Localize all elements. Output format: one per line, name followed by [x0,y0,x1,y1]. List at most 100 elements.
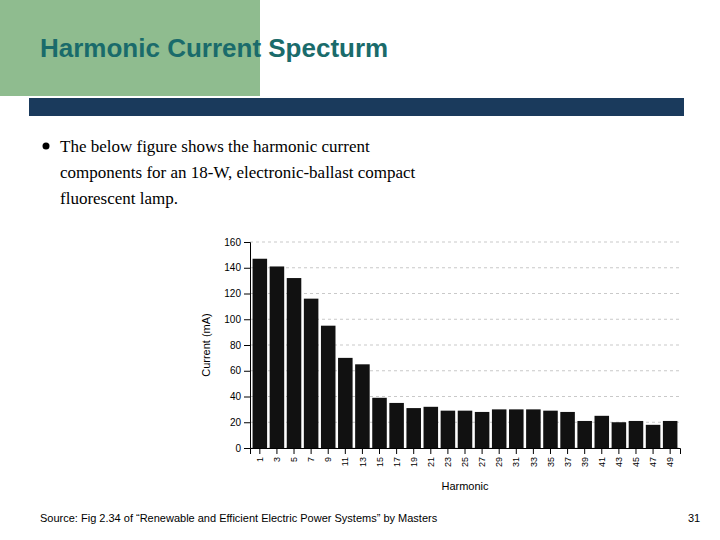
y-tick-label: 120 [224,288,241,299]
bar [355,364,370,448]
x-tick-label: 47 [648,457,658,467]
x-tick: 13 [358,448,368,467]
y-tick-label: 40 [230,391,242,402]
y-tick: 0 [235,443,250,454]
x-tick: 19 [409,448,419,467]
x-tick-label: 41 [597,457,607,467]
x-tick-mark [499,448,500,454]
bar [253,259,268,448]
x-tick-label: 35 [546,457,556,467]
x-tick: 45 [631,448,641,467]
x-tick: 27 [477,448,487,467]
y-axis-line [244,243,251,449]
bar [509,409,524,448]
y-tick-mark [244,242,250,243]
y-tick-label: 80 [230,340,242,351]
y-axis: 0 20 40 60 80 100 120 140 160 [224,237,250,454]
bar [629,421,644,448]
x-tick-mark [345,448,346,454]
x-tick-label: 43 [614,457,624,467]
y-tick: 80 [230,340,250,351]
x-tick-label: 25 [460,457,470,467]
bar [441,411,456,448]
x-tick: 7 [306,448,316,462]
x-tick-label: 45 [631,457,641,467]
x-tick: 21 [426,448,436,467]
x-tick: 31 [511,448,521,467]
bar [287,278,302,448]
x-tick: 37 [563,448,573,467]
x-tick-mark [294,448,295,454]
y-tick-mark [244,268,250,269]
x-tick-label: 31 [511,457,521,467]
title: Harmonic Current Specturm [40,33,388,63]
x-tick-mark [516,448,517,454]
y-tick-label: 60 [230,365,242,376]
y-tick-mark [244,397,250,398]
y-tick: 60 [230,365,250,376]
page-number: 31 [688,512,700,524]
x-tick: 49 [665,448,675,467]
y-tick-mark [244,319,250,320]
x-tick-mark [601,448,602,454]
y-tick: 120 [224,288,250,299]
x-tick-label: 3 [272,457,282,462]
y-tick: 20 [230,417,250,428]
bullet-text: fluorescent lamp. [60,189,178,208]
x-tick-mark [482,448,483,454]
y-tick: 160 [224,237,250,248]
x-tick: 33 [529,448,539,467]
x-tick: 43 [614,448,624,467]
x-tick-mark [276,448,277,454]
bullet-dot [43,143,50,150]
bar [372,398,387,448]
x-tick: 41 [597,448,607,467]
y-tick: 140 [224,262,250,273]
y-tick-label: 0 [235,443,241,454]
x-tick-mark [362,448,363,454]
x-tick-label: 5 [289,457,299,462]
y-tick-mark [244,448,250,449]
x-tick-mark [447,448,448,454]
bar [595,416,610,448]
x-tick-mark [413,448,414,454]
x-tick: 39 [580,448,590,467]
x-tick-label: 27 [477,457,487,467]
x-tick-mark [618,448,619,454]
x-tick: 47 [648,448,658,467]
x-tick-label: 13 [358,457,368,467]
bar [321,326,336,448]
x-tick-mark [328,448,329,454]
x-tick: 15 [375,448,385,467]
bar [338,358,353,448]
x-tick-mark [567,448,568,454]
bar [389,403,404,448]
x-tick-mark [653,448,654,454]
grid [250,242,680,448]
x-tick-mark [430,448,431,454]
x-tick-label: 9 [323,457,333,462]
bar [458,411,473,448]
bullet-text: components for an 18-W, electronic-balla… [60,163,416,182]
slide: Harmonic Current SpecturmThe below figur… [0,0,720,540]
x-tick: 9 [323,448,333,462]
x-tick-label: 7 [306,457,316,462]
bar [560,412,575,448]
bar [406,408,421,448]
x-tick: 17 [392,448,402,467]
bar [577,421,592,448]
x-tick-mark [533,448,534,454]
y-tick-label: 20 [230,417,242,428]
grid-line [250,293,680,294]
x-tick-label: 15 [375,457,385,467]
bar [270,266,285,448]
x-tick-label: 1 [255,457,265,462]
source-text: Source: Fig 2.34 of “Renewable and Effic… [40,512,438,524]
y-tick: 100 [224,314,250,325]
x-tick: 1 [255,448,265,462]
x-tick-label: 21 [426,457,436,467]
bar [424,407,439,448]
y-tick-mark [244,294,250,295]
x-tick-mark [379,448,380,454]
x-tick-label: 33 [529,457,539,467]
